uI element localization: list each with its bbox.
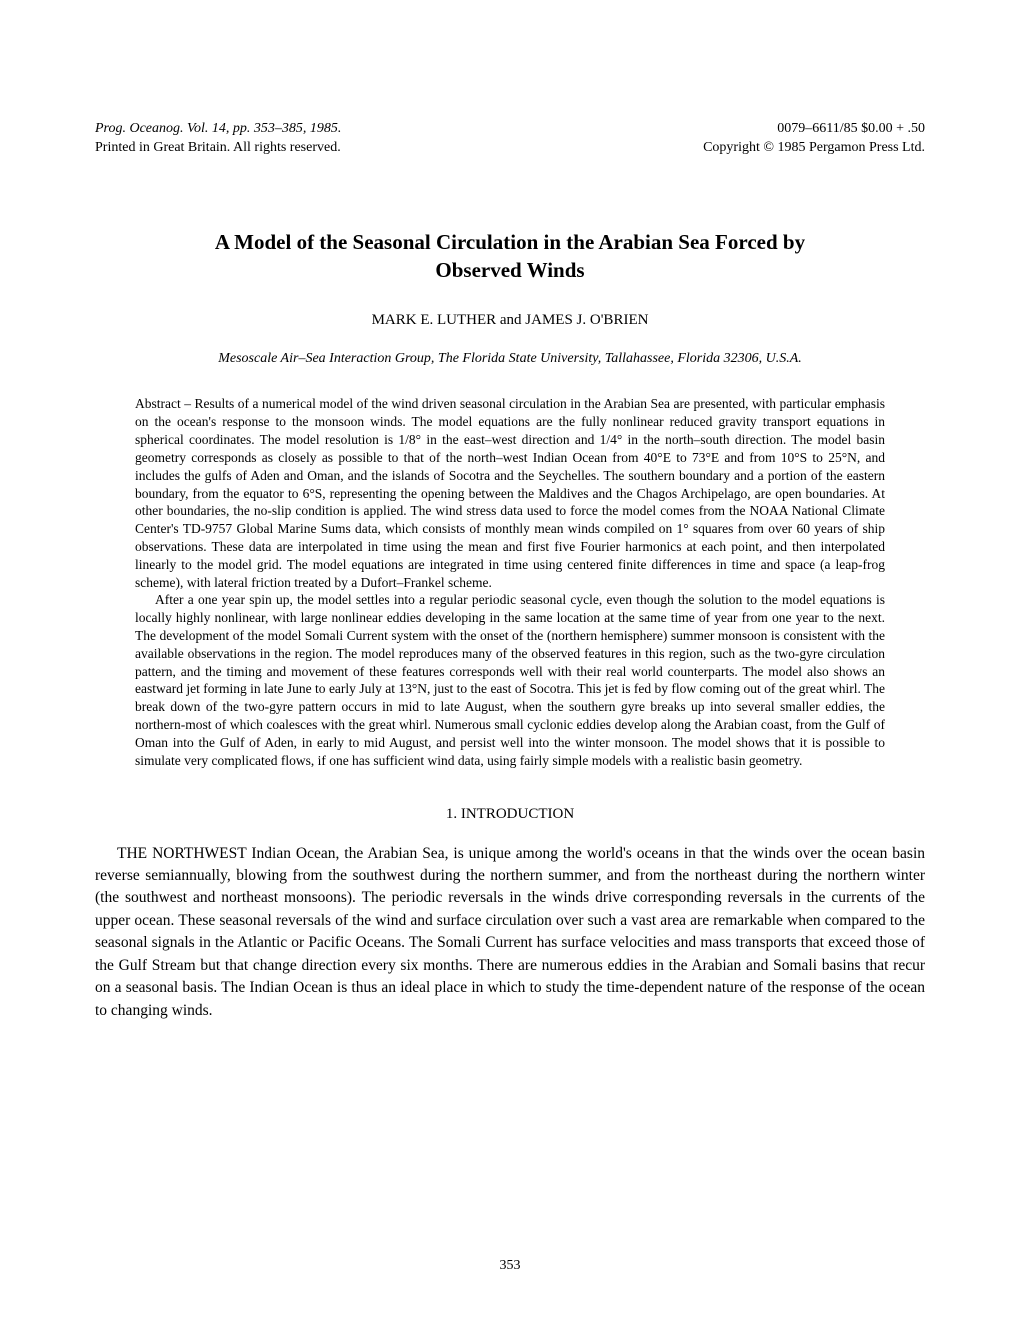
title-line-1: A Model of the Seasonal Circulation in t… [215, 230, 805, 254]
printed-line: Printed in Great Britain. All rights res… [95, 140, 341, 155]
article-title: A Model of the Seasonal Circulation in t… [95, 228, 925, 285]
authors: MARK E. LUTHER and JAMES J. O'BRIEN [95, 312, 925, 329]
running-header: Prog. Oceanog. Vol. 14, pp. 353–385, 198… [95, 120, 925, 158]
header-left: Prog. Oceanog. Vol. 14, pp. 353–385, 198… [95, 120, 341, 158]
page-number: 353 [0, 1258, 1020, 1274]
issn-price: 0079–6611/85 $0.00 + .50 [777, 121, 925, 136]
abstract-para-2: After a one year spin up, the model sett… [135, 591, 885, 769]
affiliation: Mesoscale Air–Sea Interaction Group, The… [95, 351, 925, 367]
intro-lead-caps: THE NORTHWEST [117, 845, 246, 862]
intro-paragraph: THE NORTHWEST Indian Ocean, the Arabian … [95, 843, 925, 1023]
paper-page: Prog. Oceanog. Vol. 14, pp. 353–385, 198… [0, 0, 1020, 1324]
abstract-para-1: Abstract – Results of a numerical model … [135, 395, 885, 591]
intro-body: Indian Ocean, the Arabian Sea, is unique… [95, 845, 925, 1019]
title-line-2: Observed Winds [435, 258, 584, 282]
abstract: Abstract – Results of a numerical model … [135, 395, 885, 769]
header-right: 0079–6611/85 $0.00 + .50 Copyright © 198… [703, 120, 925, 158]
journal-citation: Prog. Oceanog. Vol. 14, pp. 353–385, 198… [95, 121, 341, 136]
copyright-line: Copyright © 1985 Pergamon Press Ltd. [703, 140, 925, 155]
section-1-heading: 1. INTRODUCTION [95, 806, 925, 823]
